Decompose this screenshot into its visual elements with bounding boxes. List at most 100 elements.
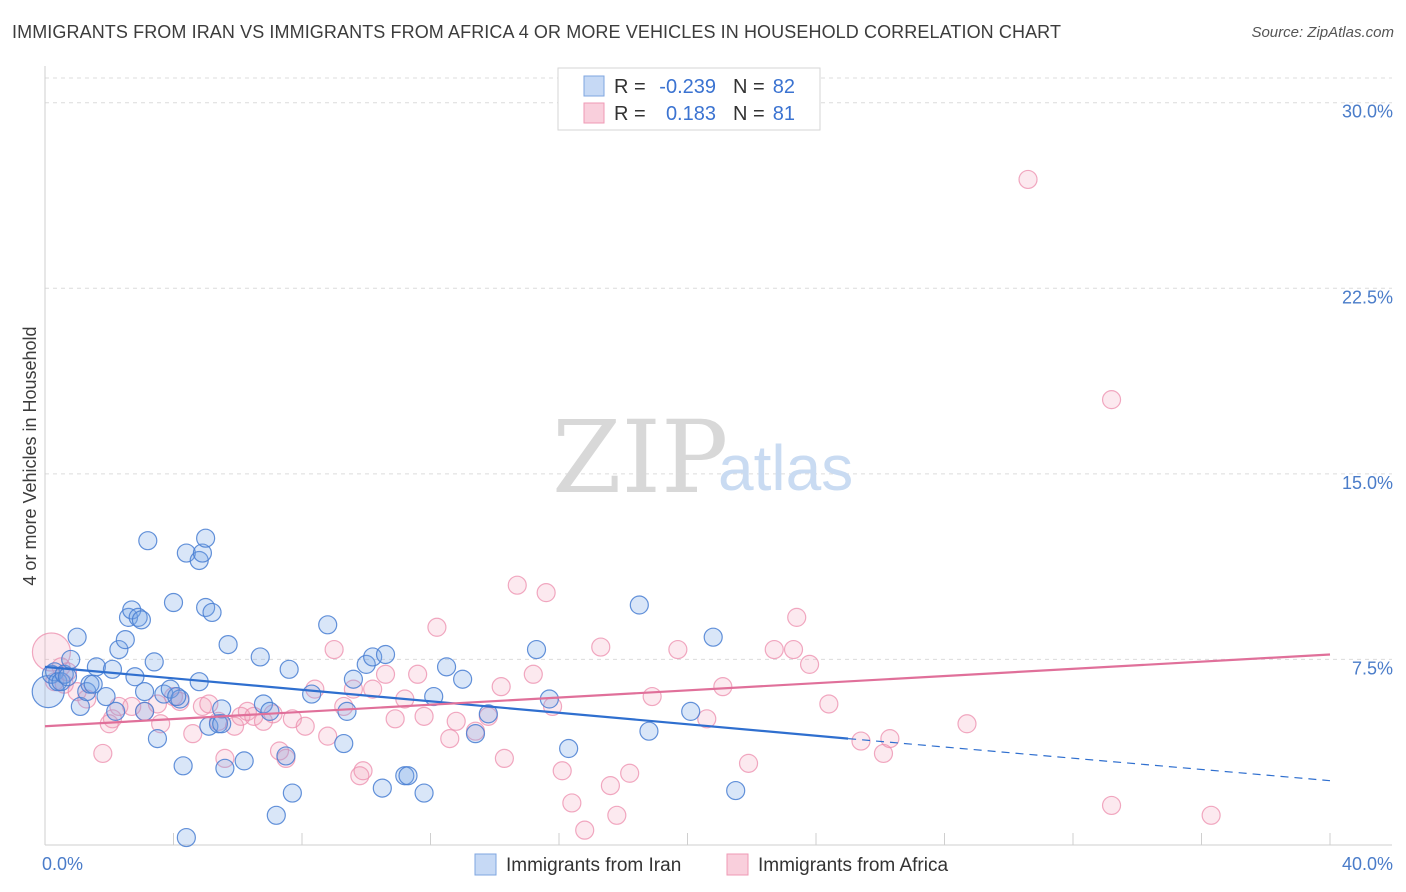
axes xyxy=(44,66,1392,846)
point-africa xyxy=(1201,805,1221,825)
source-label: Source: ZipAtlas.com xyxy=(1251,24,1394,41)
point-iran xyxy=(131,610,151,630)
point-iran xyxy=(115,630,135,650)
point-iran xyxy=(67,627,87,647)
point-iran xyxy=(122,600,142,620)
point-iran xyxy=(202,602,222,623)
point-iran xyxy=(128,607,148,627)
point-africa xyxy=(318,726,338,746)
point-iran xyxy=(681,701,701,721)
trend-line-iran-extension xyxy=(848,738,1331,782)
trend-lines xyxy=(44,653,1331,782)
point-africa xyxy=(295,716,315,736)
point-africa xyxy=(552,761,572,781)
point-iran xyxy=(465,724,486,744)
bottom-legend-africa-swatch xyxy=(726,853,749,876)
legend-r-value: -0.239 xyxy=(659,76,716,98)
point-africa xyxy=(1101,795,1122,816)
point-africa xyxy=(607,805,627,825)
point-iran xyxy=(282,783,302,803)
y-tick-label: 7.5% xyxy=(1352,658,1393,678)
point-africa xyxy=(215,748,235,769)
point-africa xyxy=(491,677,511,697)
point-iran xyxy=(726,780,746,801)
trend-line-africa xyxy=(44,653,1331,728)
point-iran xyxy=(134,701,155,721)
bottom-legend-iran-swatch xyxy=(474,853,497,876)
point-iran xyxy=(375,644,396,665)
point-iran xyxy=(170,689,190,709)
legend-n-label: N = xyxy=(733,103,765,125)
legend-africa-swatch xyxy=(583,102,605,124)
point-africa xyxy=(764,639,784,660)
point-iran xyxy=(629,595,649,615)
point-africa xyxy=(523,664,543,684)
point-iran xyxy=(559,738,579,759)
point-iran xyxy=(302,684,322,704)
legend-n-label: N = xyxy=(733,76,765,98)
point-africa xyxy=(957,714,977,734)
point-iran xyxy=(160,679,180,699)
legend-r-value: 0.183 xyxy=(666,103,716,125)
legend-iran-swatch xyxy=(583,75,605,97)
point-iran xyxy=(279,659,299,679)
legend-r-label: R = xyxy=(614,103,646,125)
point-iran xyxy=(212,714,232,734)
point-africa xyxy=(363,679,383,699)
point-africa xyxy=(494,748,514,769)
point-africa xyxy=(799,654,820,674)
y-tick-labels: 7.5% 15.0% 22.5% 30.0% xyxy=(1342,102,1393,679)
point-iran xyxy=(196,597,216,618)
point-iran xyxy=(61,649,81,670)
point-africa xyxy=(591,637,611,657)
series-iran-points xyxy=(31,528,746,848)
bottom-legend-africa-label: Immigrants from Africa xyxy=(758,855,948,876)
legend-r-label: R = xyxy=(614,76,646,98)
point-iran xyxy=(343,669,363,689)
y-tick-label: 15.0% xyxy=(1342,473,1393,493)
point-iran xyxy=(144,652,164,672)
series-legend: Immigrants from Iran Immigrants from Afr… xyxy=(474,853,948,876)
y-tick-label: 22.5% xyxy=(1342,287,1393,307)
x-tick-labels: 0.0% 40.0% xyxy=(42,854,1393,874)
point-africa xyxy=(536,583,556,603)
watermark-zip: ZIP xyxy=(552,399,728,516)
point-africa xyxy=(385,709,405,729)
series-africa-points xyxy=(31,169,1221,840)
point-iran xyxy=(276,746,296,766)
point-iran xyxy=(215,758,235,778)
point-iran xyxy=(86,657,107,677)
point-iran xyxy=(337,701,357,721)
point-africa xyxy=(787,607,807,627)
point-africa xyxy=(507,575,527,595)
point-africa xyxy=(668,639,688,660)
point-iran xyxy=(260,701,280,721)
point-iran xyxy=(436,657,457,677)
point-iran xyxy=(266,805,286,825)
grid-lines xyxy=(45,77,1392,660)
point-iran xyxy=(414,783,434,803)
point-iran xyxy=(250,647,270,667)
point-iran xyxy=(356,654,376,674)
point-africa xyxy=(414,706,434,726)
point-iran xyxy=(196,528,216,548)
point-iran xyxy=(318,615,338,635)
point-iran xyxy=(526,639,547,660)
point-africa xyxy=(819,694,839,714)
point-africa xyxy=(446,711,466,731)
point-africa xyxy=(575,820,595,840)
point-africa xyxy=(642,686,662,707)
x-tick-label: 0.0% xyxy=(42,854,83,874)
point-africa xyxy=(93,743,113,764)
point-iran xyxy=(218,634,238,655)
point-iran xyxy=(109,639,129,660)
legend-n-value: 81 xyxy=(773,103,795,125)
point-iran xyxy=(703,627,723,647)
point-iran xyxy=(334,733,354,754)
point-iran xyxy=(167,686,187,707)
point-africa xyxy=(697,709,717,729)
point-africa xyxy=(851,731,871,751)
point-iran xyxy=(478,704,498,724)
point-africa xyxy=(183,724,203,744)
